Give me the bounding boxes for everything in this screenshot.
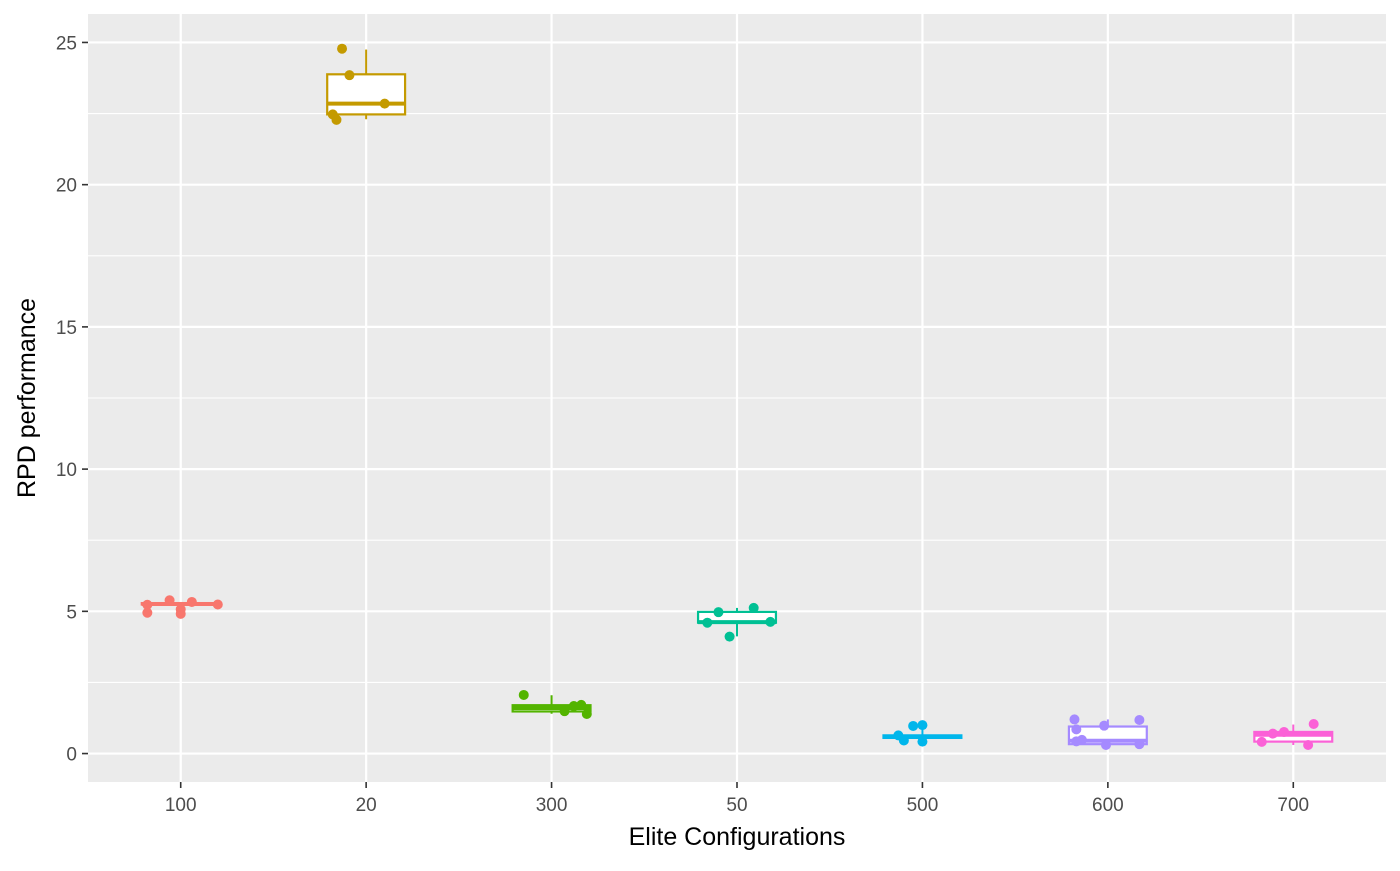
y-axis: 0 5 10 15 20 25	[56, 33, 88, 766]
x-tick-label: 700	[1277, 795, 1309, 816]
data-point	[142, 607, 153, 618]
x-axis-title: Elite Configurations	[629, 823, 846, 851]
data-point	[1076, 734, 1087, 745]
data-point	[898, 735, 909, 746]
data-point	[1071, 724, 1082, 735]
y-tick-label: 10	[56, 460, 77, 481]
x-tick-label: 100	[165, 795, 197, 816]
data-point	[559, 706, 570, 717]
data-point	[917, 720, 928, 731]
y-tick-label: 5	[66, 602, 77, 623]
data-point	[1267, 728, 1278, 739]
data-point	[142, 599, 153, 610]
x-axis: 100 20 300 50 500 600 700	[165, 782, 1309, 816]
data-point	[724, 631, 735, 642]
data-point	[1308, 718, 1319, 729]
data-point	[576, 699, 587, 710]
data-point	[1134, 739, 1145, 750]
box-iqr	[326, 73, 407, 116]
data-point	[713, 607, 724, 618]
data-point	[344, 70, 355, 81]
data-point	[331, 114, 342, 125]
y-tick-label: 15	[56, 318, 77, 339]
data-point	[1256, 736, 1267, 747]
data-point	[337, 43, 348, 54]
data-point	[765, 616, 776, 627]
x-tick-label: 300	[536, 795, 568, 816]
data-point	[1279, 726, 1290, 737]
y-axis-title: RPD performance	[13, 298, 41, 498]
data-point	[702, 617, 713, 628]
y-tick-label: 0	[66, 745, 77, 766]
data-point	[164, 595, 175, 606]
box-100	[140, 601, 221, 606]
data-point	[568, 701, 579, 712]
data-point	[518, 689, 529, 700]
x-tick-label: 20	[356, 795, 377, 816]
data-point	[186, 596, 197, 607]
y-tick-label: 25	[56, 33, 77, 54]
jitter-points-group	[142, 43, 1319, 751]
data-point	[1303, 740, 1314, 751]
data-point	[379, 98, 390, 109]
x-tick-label: 50	[726, 795, 747, 816]
box-20	[326, 49, 407, 120]
x-tick-label: 600	[1092, 795, 1124, 816]
x-tick-label: 500	[907, 795, 939, 816]
data-point	[908, 720, 919, 731]
data-point	[581, 709, 592, 720]
y-tick-label: 20	[56, 176, 77, 197]
data-point	[1134, 714, 1145, 725]
data-point	[1101, 740, 1112, 751]
major-gridlines	[88, 14, 1386, 782]
data-point	[748, 602, 759, 613]
box-700	[1253, 724, 1334, 746]
data-point	[1069, 714, 1080, 725]
data-point	[917, 736, 928, 747]
data-point	[1099, 720, 1110, 731]
data-point	[212, 599, 223, 610]
data-point	[175, 608, 186, 619]
